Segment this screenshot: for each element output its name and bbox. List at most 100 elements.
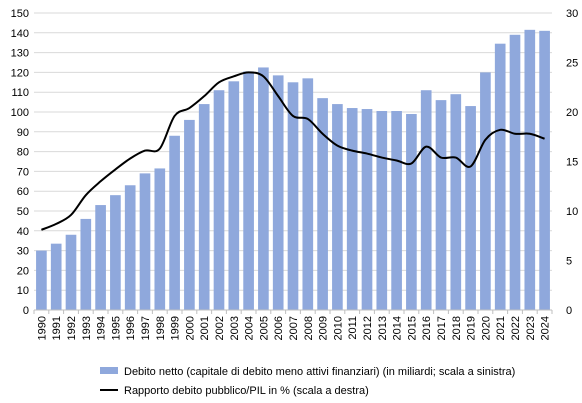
- x-tick-label: 2017: [436, 316, 448, 340]
- legend-bar-swatch: [100, 367, 118, 374]
- x-tick-label: 2015: [406, 316, 418, 340]
- x-tick-label: 2008: [303, 316, 315, 340]
- bar: [95, 205, 106, 310]
- right-axis-ticks: 0 5 10 15 20 25 30: [566, 8, 578, 317]
- left-tick-label: 120: [11, 67, 29, 79]
- left-tick-label: 130: [11, 48, 29, 60]
- x-tick-label: 2020: [480, 316, 492, 340]
- x-tick-label: 2013: [377, 316, 389, 340]
- left-tick-label: 10: [17, 285, 29, 297]
- x-tick-label: 2001: [199, 316, 211, 340]
- x-tick-label: 1995: [110, 316, 122, 340]
- x-tick-label: 2011: [347, 316, 359, 340]
- bar: [317, 98, 328, 310]
- legend-line-label: Rapporto debito pubblico/PIL in % (scala…: [124, 385, 369, 397]
- bar: [465, 106, 476, 310]
- x-tick-label: 2006: [273, 316, 285, 340]
- left-tick-label: 90: [17, 127, 29, 139]
- x-tick-label: 2005: [258, 316, 270, 340]
- left-tick-label: 150: [11, 8, 29, 20]
- x-tick-label: 2010: [332, 316, 344, 340]
- legend: Debito netto (capitale di debito meno at…: [100, 366, 515, 397]
- bar: [184, 119, 195, 310]
- bar: [435, 100, 447, 311]
- x-tick-label: 1996: [125, 316, 137, 340]
- x-tick-label: 1999: [170, 316, 182, 340]
- bar: [361, 109, 373, 310]
- right-tick-label: 25: [566, 58, 578, 70]
- legend-bar-label: Debito netto (capitale di debito meno at…: [124, 366, 515, 378]
- bar: [198, 104, 210, 310]
- x-tick-label: 2007: [288, 316, 300, 340]
- x-tick-label: 1994: [96, 316, 108, 340]
- bar: [346, 108, 358, 310]
- bar: [80, 218, 92, 310]
- right-tick-label: 0: [566, 305, 572, 317]
- left-tick-label: 40: [17, 226, 29, 238]
- bar: [110, 195, 121, 310]
- bar: [36, 250, 47, 310]
- left-tick-label: 110: [11, 87, 29, 99]
- left-tick-label: 0: [23, 305, 29, 317]
- left-tick-label: 70: [17, 166, 29, 178]
- bar: [213, 90, 225, 310]
- bar: [450, 94, 462, 311]
- bar-series: [36, 29, 550, 311]
- bar: [376, 111, 388, 310]
- right-tick-label: 30: [566, 8, 578, 20]
- bar: [539, 30, 550, 310]
- bar: [420, 90, 432, 310]
- bar: [50, 243, 62, 310]
- left-tick-label: 60: [17, 186, 29, 198]
- right-tick-label: 10: [566, 206, 578, 218]
- axes: [33, 309, 553, 314]
- bar: [391, 111, 402, 310]
- line-series: [41, 71, 545, 231]
- right-tick-label: 5: [566, 256, 572, 268]
- bar: [302, 78, 314, 310]
- x-tick-label: 2012: [362, 316, 374, 340]
- x-tick-label: 2000: [184, 316, 196, 340]
- right-tick-label: 15: [566, 157, 578, 169]
- right-tick-label: 20: [566, 107, 578, 119]
- bar: [65, 234, 77, 310]
- bar: [480, 72, 491, 311]
- x-tick-label: 2016: [421, 316, 433, 340]
- bar: [154, 168, 166, 310]
- ratio-line: [41, 71, 545, 231]
- x-tick-label: 1990: [36, 316, 48, 340]
- bar: [139, 173, 151, 310]
- x-tick-label: 2009: [318, 316, 330, 340]
- x-tick-label: 2022: [510, 316, 522, 340]
- left-tick-label: 30: [17, 246, 29, 258]
- bar: [124, 185, 136, 310]
- x-tick-label: 2018: [451, 316, 463, 340]
- left-tick-label: 50: [17, 206, 29, 218]
- bar: [287, 82, 299, 310]
- x-tick-label: 2019: [466, 316, 478, 340]
- x-tick-label: 2002: [214, 316, 226, 340]
- bar: [258, 67, 269, 310]
- left-tick-label: 140: [11, 28, 29, 40]
- left-tick-label: 80: [17, 147, 29, 159]
- x-tick-label: 1991: [51, 316, 63, 340]
- x-tick-label: 2003: [229, 316, 241, 340]
- bar: [524, 29, 536, 311]
- bar: [243, 71, 254, 310]
- x-tick-label: 2023: [525, 316, 537, 340]
- bar: [272, 75, 284, 311]
- x-axis-ticks: 1990 1991 1992 1993 1994 1995 1996 1997 1998 1999…: [36, 316, 551, 340]
- x-tick-label: 1998: [155, 316, 167, 340]
- left-tick-label: 100: [11, 107, 29, 119]
- bar: [406, 113, 417, 310]
- bar: [494, 43, 506, 310]
- bar: [169, 135, 180, 310]
- left-tick-label: 20: [17, 265, 29, 277]
- bar: [332, 104, 343, 310]
- left-axis-ticks: 0 10 20 30 40 50 60 70 80 90 100 110 120 130 140 150: [11, 8, 29, 317]
- x-tick-label: 1992: [66, 316, 78, 340]
- x-tick-label: 2004: [244, 316, 256, 340]
- x-tick-label: 1997: [140, 316, 152, 340]
- x-tick-label: 1993: [81, 316, 93, 340]
